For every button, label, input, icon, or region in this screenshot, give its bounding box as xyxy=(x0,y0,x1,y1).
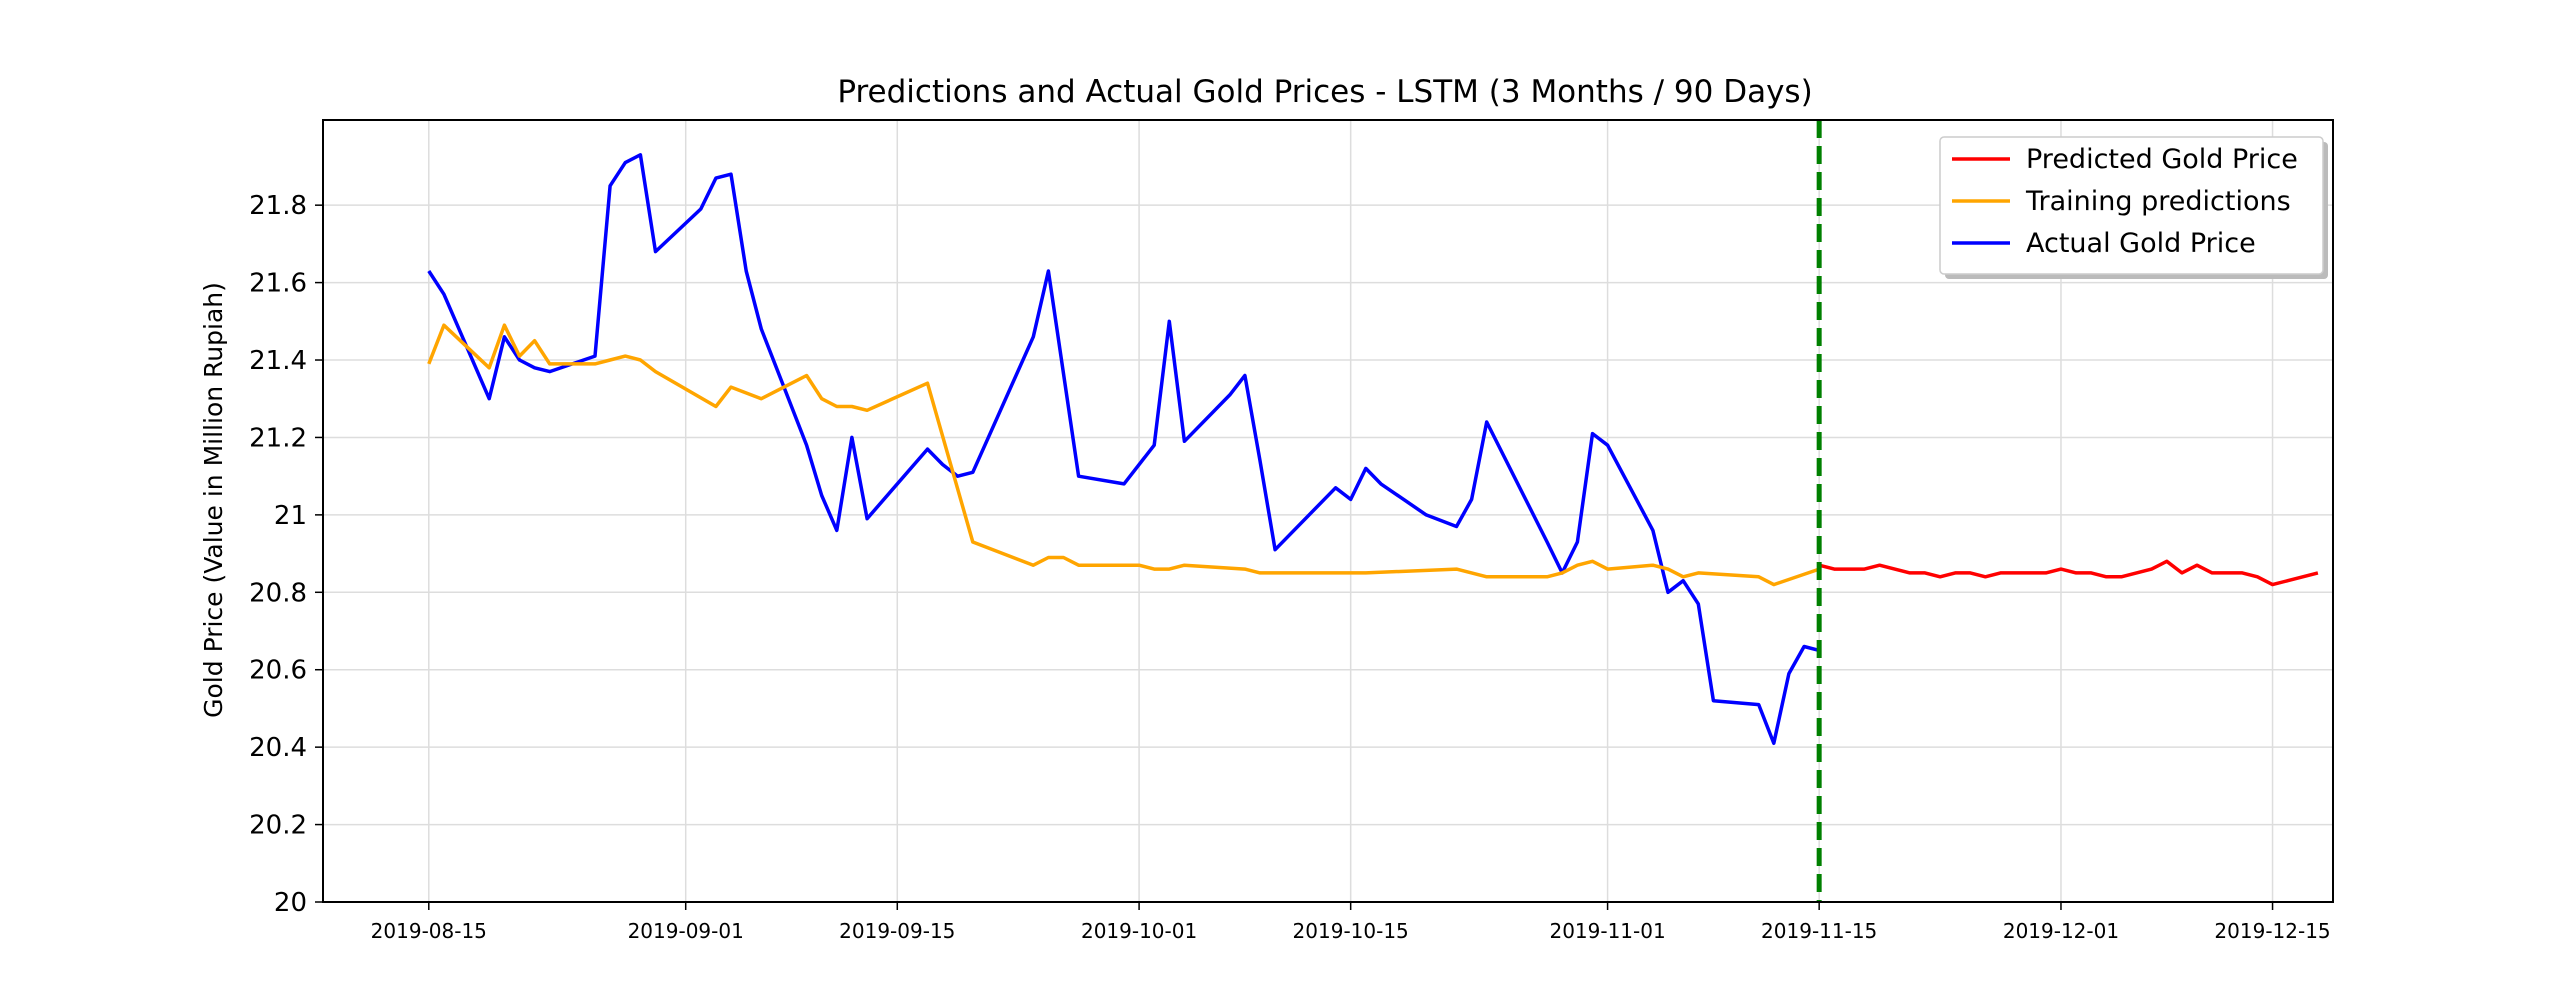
axis-ticks: 2019-08-15 2019-09-01 2019-09-15 2019-10-01… xyxy=(249,191,2331,943)
y-tick-label: 21.8 xyxy=(249,191,307,221)
x-tick-label: 2019-12-01 xyxy=(2003,919,2119,943)
legend-label-actual-gold-price: Actual Gold Price xyxy=(2026,228,2256,259)
chart-title: Predictions and Actual Gold Prices - LST… xyxy=(837,74,1812,110)
y-tick-label: 20.6 xyxy=(249,656,307,686)
x-tick-label: 2019-09-01 xyxy=(628,919,744,943)
grid-lines xyxy=(323,120,2333,903)
y-tick-label: 21.6 xyxy=(249,269,307,299)
y-tick-label: 20.4 xyxy=(249,733,307,763)
series-line-predicted-gold-price xyxy=(1818,559,2319,587)
x-tick-label: 2019-11-15 xyxy=(1761,919,1877,943)
plot-area-frame xyxy=(322,119,2334,903)
x-tick-label: 2019-10-15 xyxy=(1293,919,1409,943)
y-tick-label: 20.8 xyxy=(249,578,307,608)
y-tick-label: 21 xyxy=(274,501,307,531)
x-tick-label: 2019-08-15 xyxy=(371,919,487,943)
y-tick-label: 20.2 xyxy=(249,811,307,841)
legend: Predicted Gold Price Training predictions… xyxy=(1939,136,2328,279)
y-tick-label: 21.2 xyxy=(249,423,307,453)
y-tick-label: 20 xyxy=(274,888,307,918)
legend-label-training-predictions: Training predictions xyxy=(2025,186,2291,217)
legend-label-predicted-gold-price: Predicted Gold Price xyxy=(2026,144,2298,175)
y-tick-label: 21.4 xyxy=(249,346,307,376)
series-line-training-predictions xyxy=(427,323,1820,587)
series-line-actual-gold-price xyxy=(427,153,1820,746)
legend-box xyxy=(1939,136,2324,275)
x-tick-label: 2019-10-01 xyxy=(1081,919,1197,943)
x-tick-label: 2019-09-15 xyxy=(839,919,955,943)
x-tick-label: 2019-12-15 xyxy=(2214,919,2330,943)
y-axis-label: Gold Price (Value in Million Rupiah) xyxy=(199,282,228,718)
series-lines xyxy=(427,153,2319,746)
x-tick-label: 2019-11-01 xyxy=(1549,919,1665,943)
